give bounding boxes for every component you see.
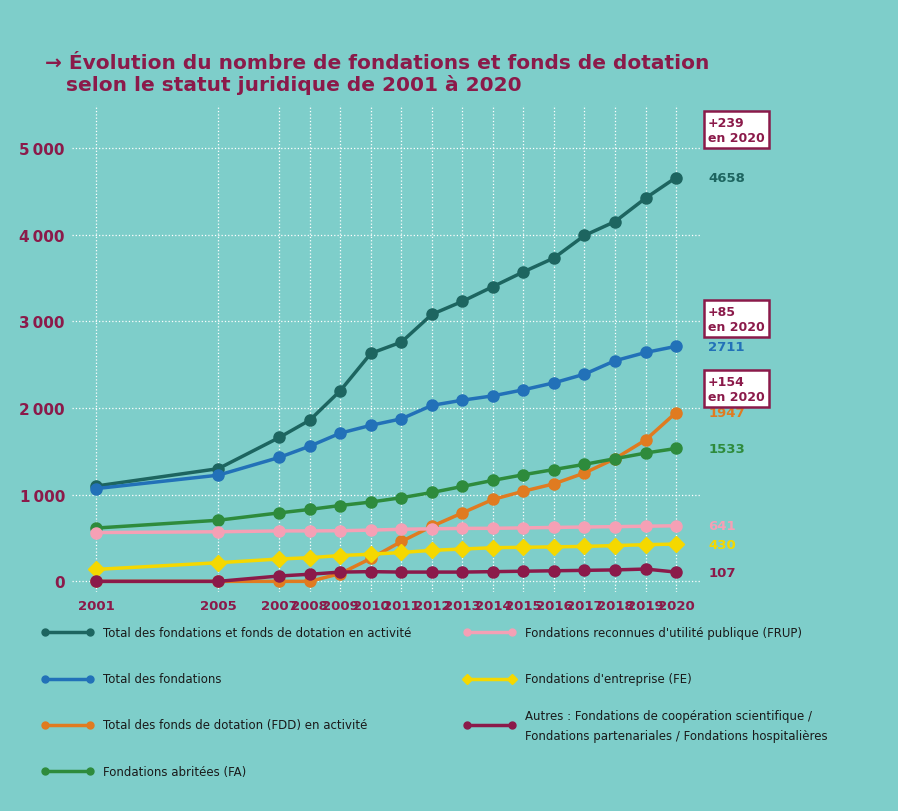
Text: Fondations partenariales / Fondations hospitalières: Fondations partenariales / Fondations ho… <box>525 729 828 742</box>
Text: selon le statut juridique de 2001 à 2020: selon le statut juridique de 2001 à 2020 <box>45 75 522 95</box>
Text: +154
en 2020: +154 en 2020 <box>708 375 765 403</box>
Text: 1533: 1533 <box>708 443 744 456</box>
Text: Total des fondations et fonds de dotation en activité: Total des fondations et fonds de dotatio… <box>103 626 411 639</box>
Text: 2711: 2711 <box>708 341 744 354</box>
Text: 1947: 1947 <box>708 406 744 419</box>
Text: → Évolution du nombre de fondations et fonds de dotation: → Évolution du nombre de fondations et f… <box>45 54 709 73</box>
Text: 641: 641 <box>708 520 735 533</box>
Text: Fondations d'entreprise (FE): Fondations d'entreprise (FE) <box>525 672 692 685</box>
Text: 430: 430 <box>708 538 735 551</box>
Text: 4658: 4658 <box>708 172 745 185</box>
Text: Fondations reconnues d'utilité publique (FRUP): Fondations reconnues d'utilité publique … <box>525 626 802 639</box>
Text: Fondations abritées (FA): Fondations abritées (FA) <box>103 765 247 778</box>
Text: Total des fonds de dotation (FDD) en activité: Total des fonds de dotation (FDD) en act… <box>103 719 367 732</box>
Text: Total des fondations: Total des fondations <box>103 672 222 685</box>
Text: +239
en 2020: +239 en 2020 <box>708 117 765 144</box>
Text: 107: 107 <box>708 566 735 579</box>
Text: Autres : Fondations de coopération scientifique /: Autres : Fondations de coopération scien… <box>525 709 813 722</box>
Text: +85
en 2020: +85 en 2020 <box>708 305 765 333</box>
